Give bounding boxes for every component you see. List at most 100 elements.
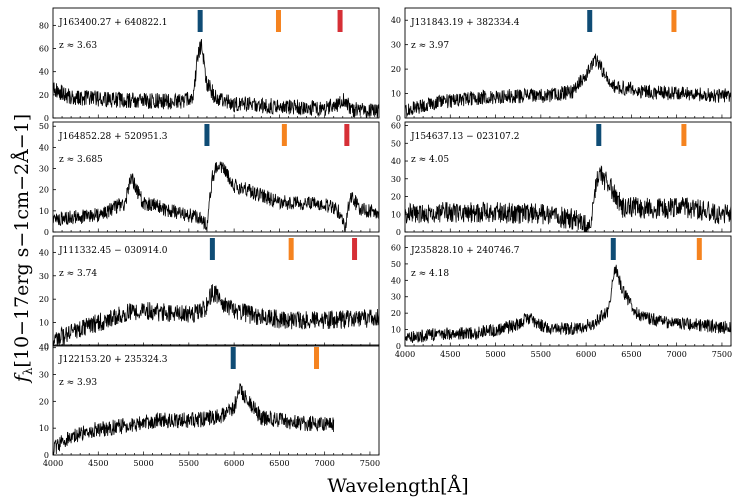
x-tick-label: 4500 — [440, 350, 460, 359]
siiv-marker — [314, 347, 320, 369]
spectrum-line — [53, 161, 379, 232]
y-axis-label-subscript: λ — [21, 367, 35, 375]
y-tick-label: 60 — [391, 122, 401, 131]
panel-3: 0 10 20 30 40 50 J164852.28 + 520951.3 z ≈ 3.68… — [39, 121, 380, 237]
panel-2: 0 10 20 30 40 J131843.19 + 382334.4 z ≈ 3.97 — [391, 7, 732, 123]
object-name: J122153.20 + 235324.3 — [58, 355, 168, 365]
y-tick-label: 50 — [391, 260, 401, 269]
lya-marker — [596, 124, 602, 146]
y-tick-label: 30 — [391, 41, 401, 50]
lya-marker — [587, 10, 593, 32]
lya-marker — [204, 124, 210, 146]
y-tick-label: 40 — [39, 143, 49, 152]
redshift-label: z ≈ 3.63 — [59, 41, 97, 51]
panel-1: 0 20 40 60 80 J163400.27 + 640822.1 z ≈ 3.63 — [39, 7, 380, 123]
redshift-label: z ≈ 4.18 — [411, 269, 449, 279]
y-tick-label: 20 — [39, 295, 49, 304]
civ-marker — [337, 10, 343, 32]
x-tick-label: 6500 — [269, 459, 289, 468]
x-tick-label: 5500 — [531, 350, 551, 359]
lya-marker — [230, 347, 236, 369]
y-tick-label: 20 — [39, 91, 49, 100]
y-tick-label: 60 — [391, 243, 401, 252]
y-tick-label: 0 — [44, 342, 49, 351]
redshift-label: z ≈ 4.05 — [411, 155, 449, 165]
x-tick-label: 4000 — [43, 459, 63, 468]
y-tick-label: 20 — [391, 65, 401, 74]
panel-6: 0 10 20 30 40 50 60 4000 4500 5000 5500 6000 6500 700… — [391, 235, 732, 359]
spectrum-line — [53, 284, 379, 346]
y-axis-label-units: [10−17erg s−1cm−2Å−1] — [11, 114, 33, 368]
spectrum-line — [53, 39, 379, 118]
y-tick-label: 30 — [39, 165, 49, 174]
lya-marker — [197, 10, 203, 32]
y-tick-label: 0 — [396, 228, 401, 237]
panel-7: 0 10 20 30 40 4000 4500 5000 5500 6000 6500 7000 750… — [39, 344, 380, 468]
civ-marker — [344, 124, 350, 146]
y-tick-label: 20 — [39, 186, 49, 195]
y-tick-label: 40 — [391, 157, 401, 166]
y-tick-label: 30 — [391, 293, 401, 302]
x-tick-label: 7000 — [314, 459, 334, 468]
y-tick-label: 40 — [39, 68, 49, 77]
y-tick-label: 10 — [391, 90, 401, 99]
redshift-label: z ≈ 3.685 — [59, 155, 103, 165]
y-tick-label: 20 — [391, 193, 401, 202]
y-tick-label: 20 — [39, 397, 49, 406]
y-tick-label: 0 — [44, 114, 49, 123]
x-tick-label: 6000 — [224, 459, 244, 468]
siiv-marker — [281, 124, 287, 146]
redshift-label: z ≈ 3.93 — [59, 378, 97, 388]
y-axis-label-symbol: f — [11, 372, 33, 384]
object-name: J164852.28 + 520951.3 — [58, 132, 168, 142]
x-tick-label: 5000 — [133, 459, 153, 468]
y-tick-label: 30 — [39, 272, 49, 281]
y-tick-label: 10 — [391, 326, 401, 335]
redshift-label: z ≈ 3.74 — [59, 269, 97, 279]
siiv-marker — [671, 10, 677, 32]
y-tick-label: 30 — [391, 175, 401, 184]
y-tick-label: 40 — [39, 344, 49, 353]
y-tick-label: 10 — [39, 207, 49, 216]
panel-5: 0 10 20 30 40 J111332.45 − 030914.0 z ≈ 3.74 — [39, 235, 380, 351]
y-tick-label: 30 — [39, 371, 49, 380]
spectrum-line — [405, 264, 731, 343]
x-tick-label: 4000 — [395, 350, 415, 359]
y-tick-label: 10 — [391, 210, 401, 219]
civ-marker — [352, 238, 358, 260]
x-tick-label: 6000 — [576, 350, 596, 359]
y-tick-label: 20 — [391, 309, 401, 318]
y-tick-label: 0 — [44, 451, 49, 460]
siiv-marker — [696, 238, 702, 260]
y-tick-label: 50 — [39, 122, 49, 131]
svg-text:fλ[10−17erg s−1cm−2Å−1]: fλ[10−17erg s−1cm−2Å−1] — [11, 114, 35, 384]
x-axis-label: Wavelength[Å] — [327, 475, 468, 497]
siiv-marker — [288, 238, 294, 260]
x-tick-label: 6500 — [621, 350, 641, 359]
x-tick-label: 4500 — [88, 459, 108, 468]
y-tick-label: 40 — [391, 16, 401, 25]
x-tick-label: 5000 — [485, 350, 505, 359]
y-tick-label: 60 — [39, 45, 49, 54]
x-tick-label: 7500 — [712, 350, 732, 359]
x-tick-label: 7000 — [666, 350, 686, 359]
object-name: J154637.13 − 023107.2 — [410, 132, 519, 142]
siiv-marker — [681, 124, 687, 146]
lya-marker — [610, 238, 616, 260]
x-tick-label: 5500 — [179, 459, 199, 468]
y-tick-label: 0 — [396, 114, 401, 123]
siiv-marker — [275, 10, 281, 32]
x-tick-label: 7500 — [360, 459, 380, 468]
y-tick-label: 80 — [39, 21, 49, 30]
y-tick-label: 0 — [44, 228, 49, 237]
y-tick-label: 10 — [39, 424, 49, 433]
spectrum-line — [405, 165, 731, 232]
object-name: J111332.45 − 030914.0 — [58, 246, 168, 256]
y-tick-label: 0 — [396, 342, 401, 351]
object-name: J163400.27 + 640822.1 — [58, 18, 167, 28]
object-name: J131843.19 + 382334.4 — [410, 18, 520, 28]
y-axis-label: fλ[10−17erg s−1cm−2Å−1] — [11, 114, 35, 384]
lya-marker — [209, 238, 215, 260]
spectrum-line — [405, 53, 731, 118]
